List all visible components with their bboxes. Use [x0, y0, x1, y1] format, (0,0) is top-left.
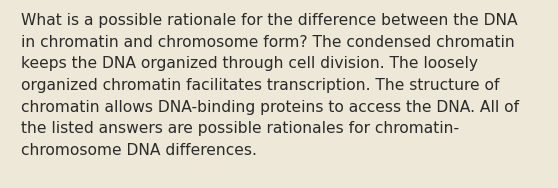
Text: What is a possible rationale for the difference between the DNA
in chromatin and: What is a possible rationale for the dif…	[21, 13, 519, 158]
